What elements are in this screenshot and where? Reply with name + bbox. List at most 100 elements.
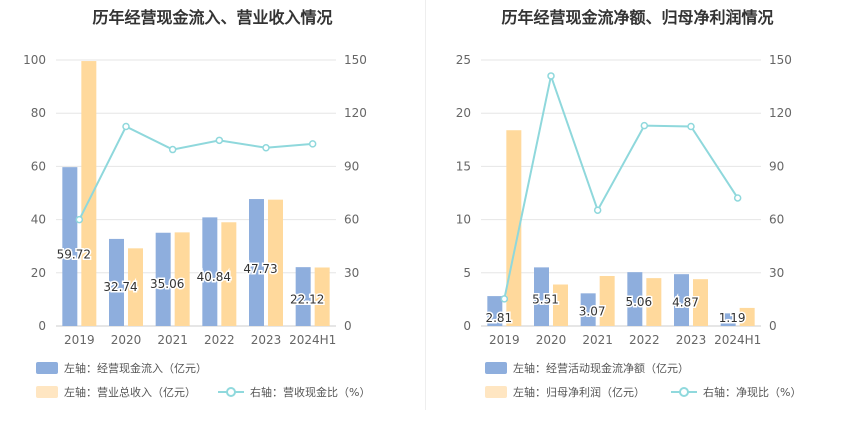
y-tick-label-left: 100 bbox=[23, 53, 46, 67]
data-label: 32.74 bbox=[103, 280, 137, 294]
ratio-point bbox=[122, 122, 130, 131]
legend-item-net-cashflow[interactable]: 左轴：经营活动现金流净额（亿元） bbox=[485, 360, 689, 376]
legend-item-revenue[interactable]: 左轴：营业总收入（亿元） bbox=[36, 384, 196, 400]
y-tick-label-left: 25 bbox=[456, 53, 471, 67]
y-tick-label-right: 120 bbox=[769, 106, 792, 120]
data-label: 3.07 bbox=[579, 304, 606, 318]
y-tick-label-left: 20 bbox=[31, 266, 46, 280]
bar-primary bbox=[487, 296, 503, 326]
y-tick-label-right: 90 bbox=[769, 159, 784, 173]
chart-svg-cashflow-revenue: 0 20 40 60 80 100 0 30 60 90 120 150 2019 2020 2021 202… bbox=[23, 53, 367, 347]
data-label: 22.12 bbox=[290, 293, 324, 307]
legend-label: 右轴：净现比（%） bbox=[703, 386, 802, 399]
bar-primary bbox=[720, 313, 736, 326]
bar-secondary bbox=[646, 278, 662, 326]
y-tick-label-left: 5 bbox=[463, 266, 471, 280]
y-tick-label-left: 15 bbox=[456, 159, 471, 173]
ratio-point bbox=[75, 215, 84, 224]
bar-secondary bbox=[268, 199, 283, 326]
y-tick-label-left: 80 bbox=[31, 106, 46, 120]
ratio-line bbox=[78, 125, 313, 221]
chart-panel-netcash-profit: 历年经营现金流净额、归母净利润情况 0 5 10 15 20 25 0 30 60 90 120 15… bbox=[425, 0, 850, 437]
bar-secondary bbox=[128, 248, 143, 326]
ratio-point bbox=[547, 72, 555, 80]
data-label: 35.06 bbox=[150, 277, 184, 291]
chart-title: 历年经营现金流入、营业收入情况 bbox=[92, 8, 333, 27]
data-label: 47.73 bbox=[243, 262, 277, 276]
data-label: 5.51 bbox=[532, 293, 559, 307]
y-tick-label-left: 20 bbox=[456, 106, 471, 120]
y-tick-label-right: 90 bbox=[344, 159, 359, 173]
x-tick-label: 2020 bbox=[536, 333, 567, 347]
y-tick-label-right: 60 bbox=[769, 213, 784, 227]
legend-swatch bbox=[36, 386, 58, 398]
chart-svg-netcash-profit: 0 5 10 15 20 25 0 30 60 90 120 150 2019 2020 2021 2022 2… bbox=[456, 53, 792, 347]
y-tick-label-right: 150 bbox=[344, 53, 367, 67]
bar-primary bbox=[155, 232, 171, 326]
bar-secondary bbox=[506, 130, 522, 326]
panel-divider bbox=[425, 0, 426, 410]
legend-swatch bbox=[36, 362, 58, 374]
data-label: 2.81 bbox=[485, 311, 512, 325]
legend-item-net-profit[interactable]: 左轴：归母净利润（亿元） bbox=[485, 384, 645, 400]
x-tick-label: 2024H1 bbox=[289, 333, 336, 347]
ratio-point bbox=[262, 144, 270, 152]
data-label: 1.19 bbox=[719, 311, 746, 325]
bar-secondary bbox=[739, 307, 755, 326]
data-label: 59.72 bbox=[57, 248, 91, 262]
y-tick-label-right: 0 bbox=[344, 319, 352, 333]
ratio-point bbox=[308, 140, 317, 148]
bar-primary bbox=[674, 274, 689, 326]
bar-primary bbox=[249, 199, 264, 326]
ratio-line bbox=[503, 72, 739, 300]
x-tick-label: 2023 bbox=[676, 333, 707, 347]
data-label: 4.87 bbox=[672, 296, 699, 310]
bar-primary bbox=[580, 293, 596, 326]
x-tick-label: 2024H1 bbox=[714, 333, 761, 347]
bar-secondary bbox=[314, 267, 330, 326]
y-tick-label-left: 10 bbox=[456, 213, 471, 227]
bar-primary bbox=[109, 238, 124, 326]
bar-secondary bbox=[553, 284, 568, 326]
legend-label: 左轴：营业总收入（亿元） bbox=[64, 386, 196, 399]
ratio-point bbox=[500, 295, 509, 303]
legend-label: 左轴：经营活动现金流净额（亿元） bbox=[513, 362, 689, 375]
data-label: 40.84 bbox=[197, 270, 231, 284]
bar-secondary bbox=[693, 279, 708, 326]
legend-item-net-cash-ratio[interactable]: 右轴：净现比（%） bbox=[671, 384, 801, 400]
ratio-point bbox=[733, 194, 742, 202]
bar-secondary bbox=[174, 232, 190, 326]
ratio-point bbox=[215, 136, 224, 145]
legend-item-cash-inflow[interactable]: 左轴：经营现金流入（亿元） bbox=[36, 360, 207, 376]
y-tick-label-right: 30 bbox=[344, 266, 359, 280]
legend-swatch bbox=[485, 386, 507, 398]
y-tick-label-right: 0 bbox=[769, 319, 777, 333]
y-tick-label-right: 30 bbox=[769, 266, 784, 280]
chart-title: 历年经营现金流净额、归母净利润情况 bbox=[501, 8, 774, 27]
ratio-point bbox=[593, 206, 602, 214]
legend-label: 左轴：归母净利润（亿元） bbox=[513, 386, 645, 399]
y-tick-label-right: 120 bbox=[344, 106, 367, 120]
x-tick-label: 2019 bbox=[489, 333, 520, 347]
ratio-point bbox=[640, 121, 649, 130]
y-tick-label-left: 0 bbox=[38, 319, 46, 333]
bar-primary bbox=[295, 267, 311, 326]
bar-primary bbox=[627, 272, 643, 326]
bar-primary bbox=[202, 217, 218, 326]
x-tick-label: 2021 bbox=[157, 333, 188, 347]
x-tick-label: 2022 bbox=[629, 333, 660, 347]
ratio-point bbox=[687, 122, 695, 131]
y-tick-label-right: 60 bbox=[344, 213, 359, 227]
y-tick-label-left: 60 bbox=[31, 159, 46, 173]
y-tick-label-right: 150 bbox=[769, 53, 792, 67]
x-tick-label: 2021 bbox=[582, 333, 613, 347]
legend-swatch bbox=[671, 386, 697, 398]
ratio-point bbox=[168, 145, 177, 154]
legend-label: 左轴：经营现金流入（亿元） bbox=[64, 362, 207, 375]
chart-panel-cashflow-revenue: 历年经营现金流入、营业收入情况 0 20 40 60 80 100 0 30 60 90 120 15… bbox=[23, 8, 370, 400]
x-tick-label: 2019 bbox=[64, 333, 95, 347]
bar-secondary bbox=[221, 222, 237, 326]
bar-secondary bbox=[599, 275, 615, 326]
legend-item-cash-ratio[interactable]: 右轴：营收现金比（%） bbox=[218, 384, 370, 400]
